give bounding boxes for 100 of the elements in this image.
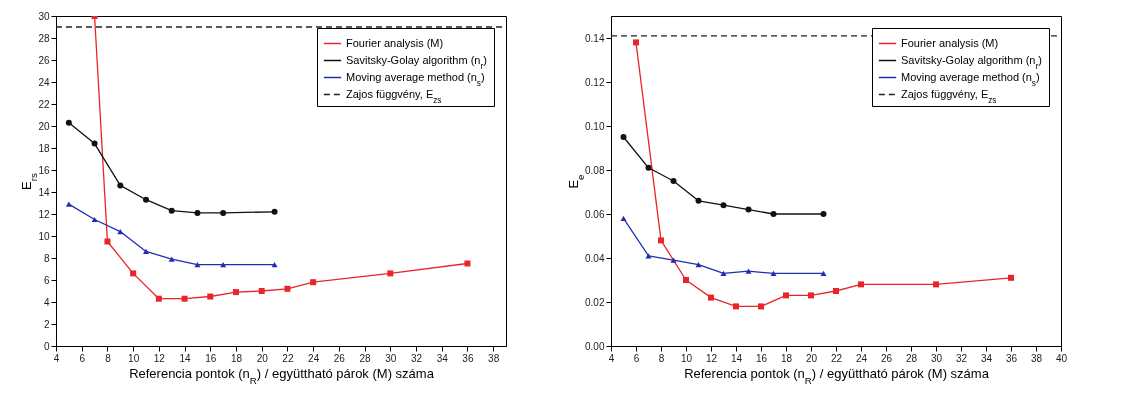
point xyxy=(168,256,175,262)
point xyxy=(168,207,175,214)
y-tick-label: 0.06 xyxy=(585,208,605,220)
point xyxy=(695,197,702,204)
y-tick-label: 0 xyxy=(43,340,50,352)
x-tick-label: 10 xyxy=(680,352,693,364)
x-tick-label: 12 xyxy=(153,352,166,364)
y-tick-label: 6 xyxy=(43,274,50,286)
point xyxy=(633,39,639,46)
y-tick-label: 22 xyxy=(38,98,50,110)
x-tick-label: 24 xyxy=(855,352,868,364)
y-tick-label: 0.12 xyxy=(585,76,605,88)
y-tick-label: 0.10 xyxy=(585,120,605,132)
legend-label: Moving average method (n$_{s}$) xyxy=(901,70,1040,87)
x-tick-label: 16 xyxy=(205,352,217,364)
point xyxy=(220,209,227,216)
x-tick-label: 12 xyxy=(705,352,718,364)
x-tick-label: 14 xyxy=(730,352,743,364)
point xyxy=(155,295,162,302)
point xyxy=(720,202,727,209)
point xyxy=(858,281,864,288)
y-tick-label: 26 xyxy=(38,54,50,66)
legend-label: Fourier analysis (M) xyxy=(346,36,444,49)
y-tick-label: 20 xyxy=(38,120,50,132)
y-tick-label: 28 xyxy=(38,32,50,44)
point xyxy=(695,262,702,268)
x-tick-label: 8 xyxy=(105,352,112,364)
y-tick-label: 0.02 xyxy=(585,296,605,308)
point xyxy=(833,288,839,294)
point xyxy=(65,119,72,126)
x-tick-label: 18 xyxy=(230,352,243,364)
legend-label: Savitsky-Golay algorithm (n$_{r}$) xyxy=(901,53,1042,70)
x-tick-label: 28 xyxy=(359,352,372,364)
x-tick-label: 4 xyxy=(608,352,615,364)
x-axis-title: Referencia pontok (n$_{R}$) / együttható párok (M) száma xyxy=(129,365,435,385)
point xyxy=(933,281,939,288)
point xyxy=(770,270,777,276)
x-tick-label: 28 xyxy=(905,352,918,364)
point xyxy=(733,303,739,310)
y-tick-label: 4 xyxy=(43,296,50,308)
point xyxy=(143,248,149,254)
point xyxy=(91,216,98,223)
point xyxy=(670,257,677,263)
x-tick-label: 16 xyxy=(755,352,768,364)
x-tick-label: 4 xyxy=(53,352,60,364)
point xyxy=(284,285,291,292)
point xyxy=(207,293,214,300)
y-tick-label: 0.08 xyxy=(585,164,605,176)
point xyxy=(658,237,664,244)
point xyxy=(745,268,752,274)
x-tick-label: 38 xyxy=(1030,352,1043,364)
x-tick-label: 22 xyxy=(830,352,843,364)
x-tick-label: 6 xyxy=(633,352,640,364)
x-tick-label: 38 xyxy=(488,352,500,364)
point xyxy=(387,270,394,277)
y-tick-label: 10 xyxy=(38,230,50,242)
x-tick-label: 34 xyxy=(980,352,993,364)
y-tick-label: 14 xyxy=(38,186,50,198)
x-tick-label: 24 xyxy=(308,352,320,364)
y-tick-label: 0.04 xyxy=(585,252,605,264)
x-tick-label: 36 xyxy=(462,352,474,364)
point xyxy=(645,164,652,171)
x-tick-label: 10 xyxy=(128,352,140,364)
legend-label: Fourier analysis (M) xyxy=(901,36,999,49)
point xyxy=(104,238,111,245)
x-tick-label: 20 xyxy=(805,352,818,364)
point xyxy=(233,289,239,296)
y-tick-label: 8 xyxy=(43,252,50,264)
x-tick-label: 26 xyxy=(333,352,346,364)
x-axis-title: Referencia pontok (n$_{R}$) / együttható párok (M) száma xyxy=(684,365,990,385)
legend-label: Zajos függvény, E$_{zs}$ xyxy=(901,87,997,104)
point xyxy=(194,209,201,216)
x-tick-label: 36 xyxy=(1005,352,1018,364)
y-tick-label: 16 xyxy=(38,164,50,176)
x-tick-label: 8 xyxy=(658,352,665,364)
point xyxy=(670,178,677,184)
x-tick-label: 32 xyxy=(410,352,423,364)
legend-label: Savitsky-Golay algorithm (n$_{r}$) xyxy=(346,53,487,70)
x-tick-label: 34 xyxy=(436,352,449,364)
y-tick-label: 24 xyxy=(38,76,50,88)
point xyxy=(770,211,777,217)
point xyxy=(310,279,317,286)
point xyxy=(65,201,72,207)
y-tick-label: 0.14 xyxy=(585,32,605,44)
y-tick-label: 18 xyxy=(38,142,50,154)
x-tick-label: 20 xyxy=(256,352,269,364)
y-tick-label: 2 xyxy=(43,318,50,330)
x-tick-label: 18 xyxy=(780,352,793,364)
point xyxy=(745,206,752,213)
x-tick-label: 6 xyxy=(79,352,86,364)
point xyxy=(271,208,278,215)
point xyxy=(708,294,714,301)
point xyxy=(820,211,827,217)
point xyxy=(720,270,727,276)
point xyxy=(464,260,471,267)
point xyxy=(143,196,149,203)
point xyxy=(130,270,137,277)
y-tick-label: 12 xyxy=(38,208,50,220)
point xyxy=(258,288,265,294)
x-tick-label: 40 xyxy=(1055,352,1068,364)
